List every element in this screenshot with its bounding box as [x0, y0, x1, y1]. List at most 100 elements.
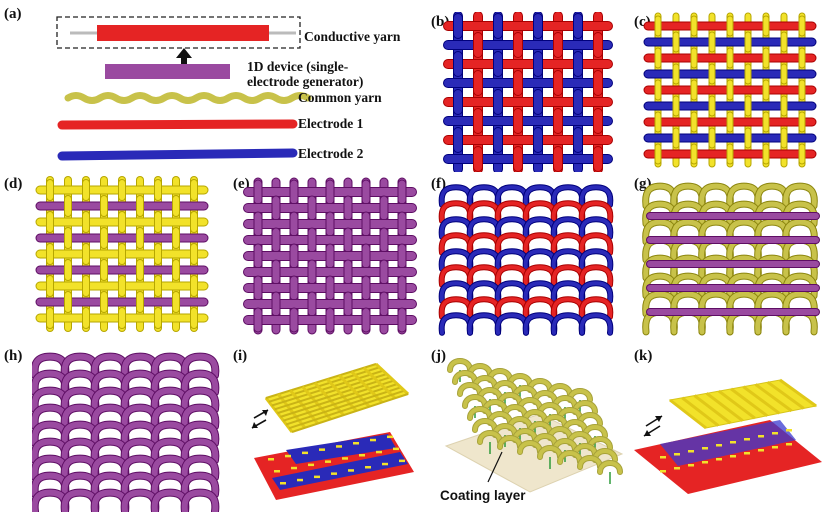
dashed-box [56, 16, 301, 49]
electrode-fabric-stitches [268, 435, 405, 485]
knit-loop [579, 233, 613, 255]
top-fabric-mesh [264, 362, 410, 433]
stitch [716, 458, 722, 461]
stitch [688, 464, 694, 467]
mesh-line [277, 376, 391, 415]
stitch [280, 482, 286, 485]
stitch [744, 452, 750, 455]
knit-loop [579, 249, 613, 271]
stitch [376, 450, 382, 454]
knit-loop [181, 438, 219, 464]
knit-loop [579, 185, 613, 207]
knit-loop [181, 404, 219, 430]
stitch [297, 478, 303, 482]
knit-loop [463, 395, 487, 408]
stitch [399, 459, 405, 463]
panel-label-j: (j) [431, 348, 446, 364]
electrode-fabric-stitches-k [660, 429, 792, 473]
mesh-line [754, 383, 793, 413]
electrode2-line [57, 148, 298, 161]
panel-c-weave-yellow-red-blue [643, 12, 817, 168]
panel-d-weave-yellow-purple [35, 176, 209, 332]
mesh-line [779, 378, 817, 408]
stitch [314, 475, 320, 479]
coating-pointer-line [487, 451, 503, 483]
mesh-line [277, 393, 307, 429]
stitch [348, 469, 354, 472]
legend-electrode1: Electrode 1 [298, 116, 364, 131]
knit-loop [579, 297, 613, 319]
mesh-line [283, 383, 398, 422]
mesh-line [681, 396, 720, 427]
knit-loop [579, 217, 613, 239]
stitch [336, 445, 342, 448]
knit-loop [478, 431, 502, 444]
stitch [365, 466, 371, 469]
electrode-fabric-blue-k [660, 420, 796, 466]
knit-loop [783, 219, 817, 245]
device-1d-bar [105, 64, 230, 79]
legend-conductive-yarn: Conductive yarn [304, 29, 401, 44]
stitch [342, 457, 348, 460]
knit-loop [783, 291, 817, 317]
stitch [660, 470, 666, 473]
stitch [730, 455, 736, 458]
mesh-line [274, 373, 387, 411]
mesh-line [288, 389, 405, 430]
knit-loop [453, 371, 477, 384]
stitch [359, 454, 365, 457]
panel-label-d: (d) [4, 176, 23, 192]
mesh-line [264, 397, 294, 433]
mesh-line [268, 366, 380, 403]
knit-loop [598, 461, 622, 474]
double-arrow-icon [251, 409, 269, 429]
stitch [702, 447, 708, 450]
panel-f-knit-blue-red [438, 184, 614, 336]
panel-b-weave-red-blue [443, 12, 613, 172]
common-yarn-line [64, 92, 312, 104]
mesh-line [766, 381, 805, 410]
panel-i-layered-fabric [251, 362, 414, 500]
stitch [325, 460, 331, 463]
mesh-line [730, 387, 769, 417]
panel-h-knit-purple [32, 352, 220, 512]
mesh-line [280, 379, 395, 418]
mesh-line [362, 366, 397, 400]
knit-loop [578, 456, 602, 469]
stitch [758, 449, 764, 452]
mesh-line [285, 386, 402, 426]
stitch [758, 435, 764, 438]
conductive-yarn-sheath [97, 25, 269, 41]
legend-device-line2: electrode generator) [247, 74, 364, 89]
stitch [319, 448, 325, 451]
mesh-line [338, 374, 371, 408]
stitch [674, 467, 680, 470]
stitch [331, 472, 337, 475]
stitch [302, 451, 308, 455]
knit-loop [579, 201, 613, 223]
knit-loop [181, 353, 219, 379]
legend-electrode2: Electrode 2 [298, 146, 364, 161]
coated-knit-mesh [447, 358, 623, 484]
panel-label-i: (i) [233, 348, 248, 364]
knit-loop [498, 436, 522, 449]
panel-a-legend-graphic [56, 16, 312, 161]
knit-loop [181, 370, 219, 396]
stitch [786, 443, 792, 446]
stitch [730, 441, 736, 444]
stitch [702, 461, 708, 464]
stitch [393, 447, 399, 451]
knit-loop [448, 359, 472, 372]
top-fabric-mesh-k [669, 378, 817, 430]
mesh-line [289, 389, 319, 425]
stitch [285, 454, 291, 458]
legend-device-line1: 1D device (single- [247, 59, 349, 74]
knit-loop [579, 313, 613, 335]
legend-common-yarn: Common yarn [298, 90, 382, 105]
electrode1-line [57, 119, 298, 130]
up-arrow-icon [176, 48, 192, 66]
knit-loop [783, 183, 817, 209]
stitch [744, 438, 750, 441]
panel-label-h: (h) [4, 348, 23, 364]
knit-loop [579, 265, 613, 287]
